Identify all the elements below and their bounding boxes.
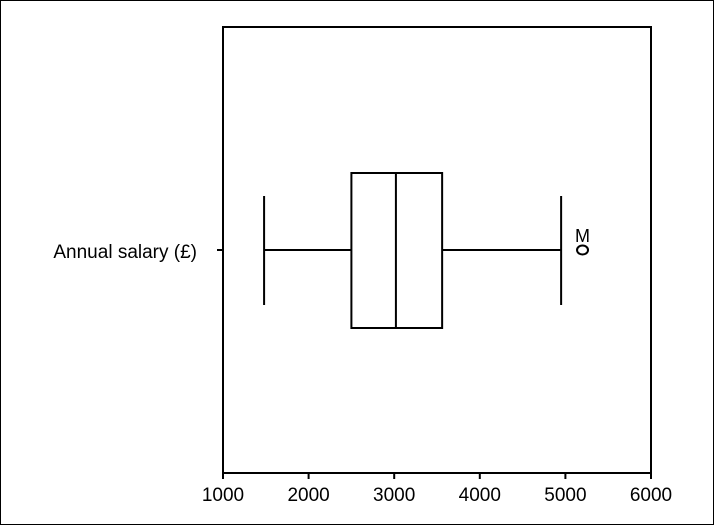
x-tick-label-1: 2000 <box>287 485 329 506</box>
x-tick-label-3: 4000 <box>459 485 501 506</box>
x-tick-label-5: 6000 <box>630 485 672 506</box>
x-axis: 1000 2000 3000 4000 5000 6000 <box>202 473 672 506</box>
x-tick-label-0: 1000 <box>202 485 244 506</box>
category-label: Annual salary (£) <box>53 242 197 263</box>
outlier-label-0: M <box>575 226 590 246</box>
x-tick-label-2: 3000 <box>373 485 415 506</box>
x-tick-label-4: 5000 <box>544 485 586 506</box>
outlier-point-0 <box>576 244 590 256</box>
salary-box-plot: M <box>263 172 590 329</box>
